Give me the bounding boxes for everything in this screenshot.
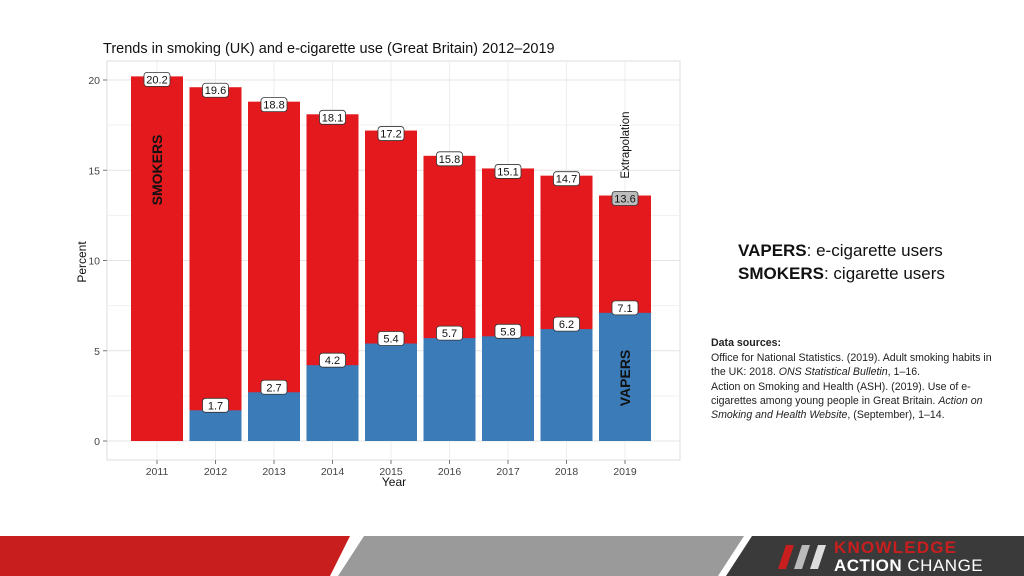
y-tick-label: 20 [88, 75, 100, 87]
smokers-value-label: 13.6 [614, 194, 635, 206]
vapers-bar [306, 365, 359, 441]
vapers-series-label: VAPERS [617, 350, 633, 407]
x-tick-label: 2016 [438, 466, 462, 478]
ref2-website: Action on Smoking and Health Website [711, 394, 983, 422]
data-sources: Data sources: Office for National Statis… [711, 336, 996, 422]
smokers-label-box [553, 171, 580, 187]
sources-heading: Data sources: [711, 337, 782, 349]
stacked-bar-chart: Trends in smoking (UK) and e-cigarette u… [75, 41, 681, 489]
smokers-definition: SMOKERS: cigarette users [738, 262, 945, 285]
vapers-term: VAPERS [738, 241, 807, 260]
smokers-desc: : cigarette users [823, 264, 945, 283]
vapers-value-label: 4.2 [325, 355, 340, 367]
x-axis-label: Year [382, 475, 406, 489]
extrapolation-annotation: Extrapolation [620, 111, 632, 178]
brand-word-change: CHANGE [902, 556, 984, 575]
vapers-desc: : e-cigarette users [806, 241, 943, 260]
smokers-label-box [319, 109, 346, 125]
x-tick-label: 2012 [204, 466, 228, 478]
vapers-bar [599, 312, 651, 441]
smokers-value-label: 14.7 [556, 174, 577, 186]
smokers-value-label: 15.8 [439, 154, 460, 166]
source-reference-1: Office for National Statistics. (2019). … [711, 351, 996, 379]
footer-gray-band [338, 536, 744, 576]
footsteps-icon [778, 545, 826, 569]
vapers-label-box [494, 323, 522, 339]
series-definitions: VAPERS: e-cigarette users SMOKERS: cigar… [738, 239, 945, 285]
vapers-value-label: 6.2 [559, 319, 574, 331]
smokers-value-label: 18.1 [322, 112, 343, 124]
x-tick-label: 2017 [496, 466, 520, 478]
smokers-value-label: 19.6 [205, 85, 226, 97]
vapers-label-box [319, 352, 346, 368]
smokers-value-label: 20.2 [146, 74, 167, 86]
y-tick-label: 10 [88, 256, 100, 268]
ref2-pages: , (September), 1–14. [847, 409, 945, 422]
bars: 20.2 19.6 1.7 18.8 2.7 18.1 4.2 17.2 5.4 15.8 5.7 1… [131, 71, 651, 442]
smokers-value-label: 18.8 [263, 100, 284, 112]
source-reference-2: Action on Smoking and Health (ASH). (201… [711, 380, 996, 423]
vapers-bar [248, 392, 300, 441]
vapers-label-box [611, 300, 639, 316]
y-tick-label: 0 [94, 436, 100, 448]
brand-line-2: ACTION CHANGE [834, 556, 983, 576]
vapers-bar [189, 410, 242, 441]
vapers-value-label: 1.7 [208, 400, 223, 412]
x-tick-label: 2019 [613, 466, 637, 478]
ref1-text: Office for National Statistics. (2019). … [711, 352, 992, 379]
smokers-term: SMOKERS [738, 264, 824, 283]
x-tick-label: 2011 [146, 466, 169, 478]
brand-logo: KNOWLEDGE ACTION CHANGE [772, 537, 1017, 575]
vapers-value-label: 2.7 [266, 382, 281, 394]
smokers-label-box [436, 151, 463, 167]
smokers-label-box [143, 71, 171, 87]
vapers-label-box [202, 397, 229, 413]
vapers-value-label: 7.1 [617, 303, 632, 315]
brand-word-action: ACTION [834, 556, 903, 575]
smokers-label-box [260, 97, 288, 113]
smokers-label-box [377, 126, 405, 141]
footer-red-band [0, 536, 350, 576]
smokers-label-box [494, 164, 522, 179]
axis-ticks: 0 5 10 15 20 2011 2012 2013 2014 2015 2016 2017 2018… [88, 75, 637, 478]
vapers-label-box [377, 331, 405, 346]
x-tick-label: 2018 [555, 466, 579, 478]
vapers-bar [482, 336, 534, 441]
vapers-value-label: 5.8 [500, 326, 515, 338]
x-tick-label: 2013 [262, 466, 286, 478]
ref2-text: Action on Smoking and Health (ASH). (201… [711, 380, 971, 407]
smokers-bar [131, 76, 183, 441]
vapers-label-box [260, 379, 288, 395]
vapers-bar [423, 338, 476, 441]
vapers-bar [365, 343, 417, 441]
vapers-label-box [553, 316, 580, 332]
smokers-value-label: 15.1 [497, 166, 518, 178]
vapers-bar [540, 329, 593, 441]
smokers-series-label: SMOKERS [149, 135, 165, 206]
vapers-value-label: 5.4 [383, 334, 398, 346]
vapers-value-label: 5.7 [442, 328, 457, 340]
chart-title: Trends in smoking (UK) and e-cigarette u… [103, 41, 555, 57]
y-axis-label: Percent [75, 241, 89, 283]
smokers-bar [189, 87, 242, 441]
brand-line-1: KNOWLEDGE [834, 538, 958, 557]
smokers-label-box [611, 191, 639, 206]
vapers-label-box [436, 325, 463, 341]
x-tick-label: 2014 [321, 466, 345, 478]
y-tick-label: 5 [94, 346, 100, 358]
vapers-definition: VAPERS: e-cigarette users [738, 239, 945, 262]
ref1-pages: , 1–16. [887, 366, 921, 379]
smokers-label-box [202, 82, 229, 98]
ref1-journal: ONS Statistical Bulletin [778, 366, 888, 379]
y-tick-label: 15 [88, 165, 100, 177]
x-tick-label: 2015 [379, 466, 403, 478]
smokers-value-label: 17.2 [380, 129, 401, 141]
